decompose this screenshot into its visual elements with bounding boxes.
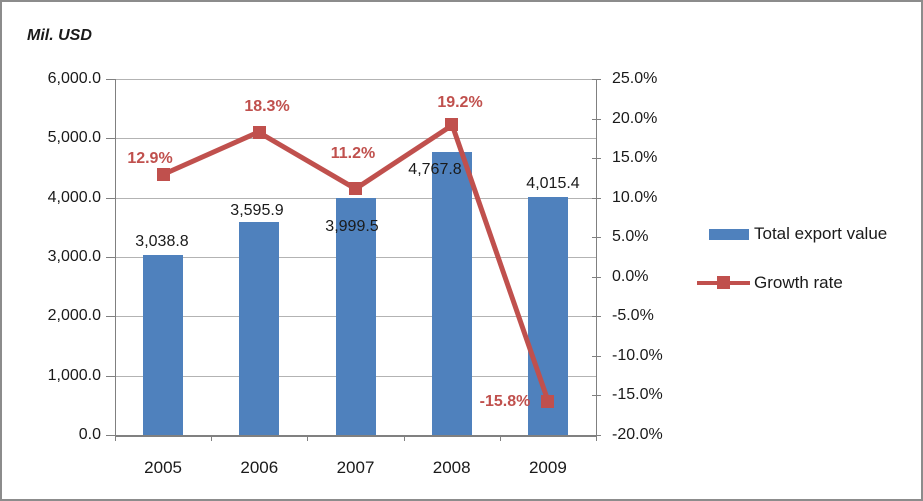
right-axis-tick-label: -5.0% <box>612 307 654 325</box>
right-axis-tick-label: 0.0% <box>612 267 649 285</box>
left-axis-tick <box>106 257 115 258</box>
left-axis-tick <box>106 435 115 436</box>
right-axis-tick-label: -15.0% <box>612 386 663 404</box>
right-axis-tick-label: 20.0% <box>612 109 658 127</box>
growth-marker-2006 <box>252 125 266 139</box>
gridline <box>115 79 596 80</box>
line-marker-swatch-icon <box>717 276 730 289</box>
right-axis-tick-label: -10.0% <box>612 346 663 364</box>
right-axis-tick-label: 5.0% <box>612 228 649 246</box>
x-axis-tick <box>499 435 501 441</box>
legend-label: Total export value <box>754 224 888 243</box>
growth-value-label: 11.2% <box>330 145 376 162</box>
right-axis-line <box>596 79 597 435</box>
x-axis-tick <box>307 435 309 441</box>
right-axis-tick-label: 25.0% <box>612 70 658 87</box>
x-axis-label: 2007 <box>336 458 375 477</box>
left-axis-tick <box>106 316 115 318</box>
gridline <box>115 138 596 140</box>
growth-marker-2009 <box>541 395 555 409</box>
x-axis-tick <box>211 435 213 441</box>
left-axis-tick-label: 0.0 <box>78 426 101 443</box>
x-axis-label: 2008 <box>432 458 471 477</box>
growth-value-label: 18.3% <box>244 98 290 115</box>
left-axis-line <box>115 79 116 435</box>
legend: Total export value Growth rate <box>692 224 917 304</box>
x-axis-tick <box>403 435 405 441</box>
growth-value-label: 19.2% <box>437 94 483 111</box>
right-axis-tick-label: 15.0% <box>612 149 658 167</box>
left-axis-tick-label: 4,000.0 <box>47 188 101 206</box>
growth-value-label: 12.9% <box>127 150 173 167</box>
x-axis-label: 2009 <box>528 458 567 477</box>
x-axis-line <box>115 435 597 437</box>
left-axis-tick <box>106 375 115 377</box>
legend-item-total-export-value: Total export value <box>692 224 917 244</box>
bar-value-label: 3,999.5 <box>325 218 379 235</box>
growth-marker-2005 <box>156 168 170 182</box>
growth-marker-2007 <box>349 181 362 195</box>
bar-2007 <box>335 197 376 435</box>
left-axis-tick-label: 2,000.0 <box>47 307 101 325</box>
bar-value-label: 4,767.8 <box>408 161 462 178</box>
bar-series-swatch <box>709 229 749 240</box>
left-axis-tick-label: 5,000.0 <box>47 129 101 147</box>
x-axis-tick <box>115 435 116 441</box>
right-axis-tick-label: 10.0% <box>612 188 658 206</box>
bar-value-label: 3,038.8 <box>135 233 189 250</box>
growth-value-label: -15.8% <box>479 393 531 410</box>
left-axis-tick-label: 6,000.0 <box>47 70 101 87</box>
x-axis-label: 2005 <box>144 458 182 477</box>
legend-item-growth-rate: Growth rate <box>692 273 917 293</box>
bar-value-label: 4,015.4 <box>526 175 580 192</box>
x-axis-tick <box>596 435 597 441</box>
growth-marker-2008 <box>445 118 459 132</box>
legend-label: Growth rate <box>754 273 843 292</box>
left-axis-tick <box>106 197 115 199</box>
left-axis-tick-label: 1,000.0 <box>47 366 101 384</box>
left-axis-tick-label: 3,000.0 <box>47 248 101 265</box>
left-axis-tick <box>106 79 115 80</box>
x-axis-label: 2006 <box>240 458 279 477</box>
right-axis-tick-label: -20.0% <box>612 426 663 443</box>
bar-value-label: 3,595.9 <box>230 202 284 219</box>
axis-title-mil-usd: Mil. USD <box>27 27 92 44</box>
left-axis-tick <box>106 138 115 140</box>
bar-2005 <box>143 254 184 435</box>
bar-2008 <box>431 152 472 435</box>
bar-2006 <box>239 221 280 435</box>
